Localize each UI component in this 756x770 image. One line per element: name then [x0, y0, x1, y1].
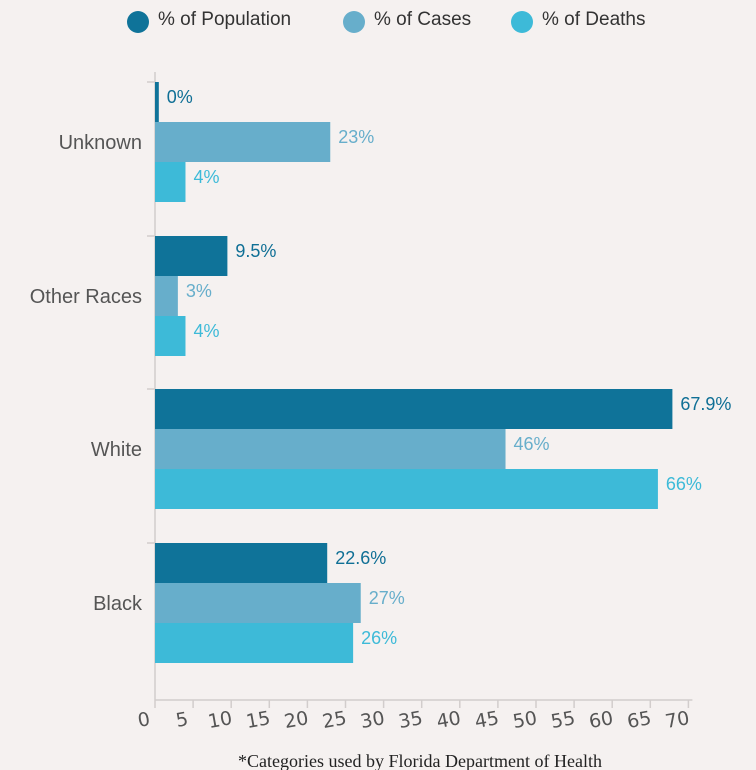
legend-swatch-of-cases [343, 11, 365, 33]
legend-label-of-population: % of Population [158, 9, 291, 30]
bar-other-races-of-population [155, 236, 228, 276]
value-label-other-races-of-deaths: 4% [193, 321, 219, 341]
x-tick-label-5: 5 [174, 708, 190, 732]
x-tick-label-50: 50 [511, 707, 539, 733]
x-tick-label-0: 0 [136, 708, 152, 732]
legend-swatch-of-deaths [511, 11, 533, 33]
value-label-black-of-population: 22.6% [335, 548, 386, 568]
x-tick-label-15: 15 [244, 707, 272, 733]
x-tick-label-30: 30 [359, 707, 387, 733]
category-labels: Unknown Other Races White Black [30, 132, 143, 615]
value-label-unknown-of-deaths: 4% [193, 167, 219, 187]
value-label-other-races-of-cases: 3% [186, 281, 212, 301]
bar-unknown-of-population [155, 82, 159, 122]
x-tick-label-40: 40 [435, 707, 463, 733]
value-labels: 0% 9.5% 67.9% 22.6% 23% 3% 46% 27% 4% 4% 66% 26% [167, 87, 732, 648]
x-tick-label-20: 20 [283, 707, 311, 733]
x-tick-label-35: 35 [397, 707, 425, 733]
legend-swatch-of-population [127, 11, 149, 33]
x-tick-label-25: 25 [321, 707, 349, 733]
x-tick-label-70: 70 [664, 707, 692, 733]
bar-white-of-deaths [155, 469, 658, 509]
bar-white-of-population [155, 389, 673, 429]
legend-label-of-deaths: % of Deaths [542, 9, 646, 30]
category-label-white: White [91, 439, 142, 461]
category-label-unknown: Unknown [59, 132, 142, 154]
bar-black-of-population [155, 543, 328, 583]
value-label-other-races-of-population: 9.5% [235, 241, 276, 261]
value-label-black-of-cases: 27% [369, 588, 405, 608]
bar-other-races-of-deaths [155, 316, 186, 356]
x-tick-label-10: 10 [206, 707, 234, 733]
x-tick-label-45: 45 [473, 707, 501, 733]
x-tick-label-55: 55 [549, 707, 577, 733]
bar-unknown-of-cases [155, 122, 331, 162]
bar-black-of-deaths [155, 623, 354, 663]
value-label-white-of-population: 67.9% [680, 394, 731, 414]
value-label-black-of-deaths: 26% [361, 628, 397, 648]
value-label-unknown-of-cases: 23% [338, 127, 374, 147]
bars [155, 82, 673, 663]
bar-white-of-cases [155, 429, 506, 469]
bar-unknown-of-deaths [155, 162, 186, 202]
x-tick-label-65: 65 [625, 707, 653, 733]
legend-label-of-cases: % of Cases [374, 9, 471, 30]
bar-other-races-of-cases [155, 276, 178, 316]
bar-black-of-cases [155, 583, 361, 623]
value-label-white-of-cases: 46% [514, 434, 550, 454]
legend: % of Population % of Cases % of Deaths [127, 9, 646, 33]
x-tick-label-60: 60 [587, 707, 615, 733]
footnote: *Categories used by Florida Department o… [238, 751, 602, 770]
value-label-unknown-of-population: 0% [167, 87, 193, 107]
x-axis-ticks: 0 5 10 15 20 25 30 35 40 45 50 55 60 65 70 [136, 700, 691, 733]
category-label-black: Black [93, 593, 143, 615]
value-label-white-of-deaths: 66% [666, 474, 702, 494]
y-axis-ticks [147, 81, 155, 544]
category-label-other-races: Other Races [30, 286, 142, 308]
